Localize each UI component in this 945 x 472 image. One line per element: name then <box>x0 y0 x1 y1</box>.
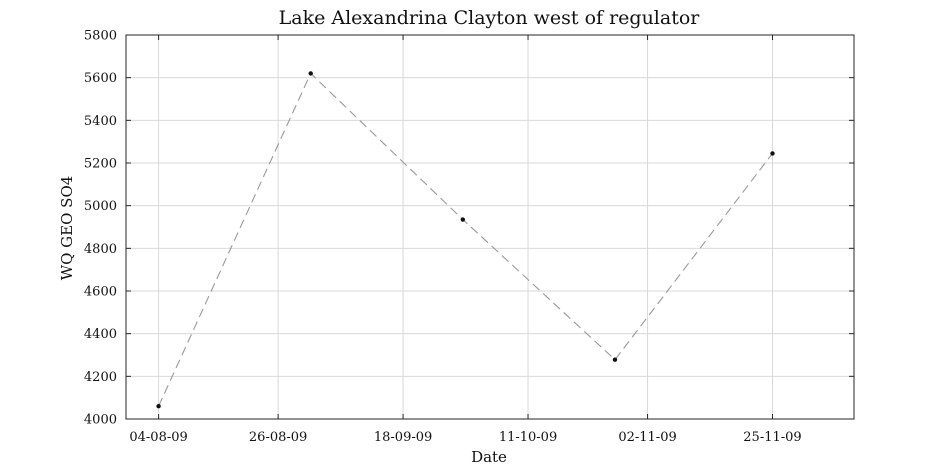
tick-labels: 4000 4200 4400 4600 4800 5000 5200 5400 5600 5800… <box>84 29 802 446</box>
x-tick-label: 25-11-09 <box>743 430 801 445</box>
y-tick-label: 5200 <box>84 157 117 172</box>
series-line <box>158 72 773 407</box>
y-tick-label: 4000 <box>84 413 117 428</box>
axis-ticks <box>126 34 854 420</box>
data-point <box>612 357 618 362</box>
plot-frame <box>125 34 855 420</box>
y-tick-label: 5800 <box>84 29 117 44</box>
y-tick-label: 4600 <box>84 285 117 300</box>
x-tick-label: 26-08-09 <box>249 430 307 445</box>
x-tick-label: 18-09-09 <box>374 430 432 445</box>
series <box>156 71 775 409</box>
y-tick-label: 4200 <box>84 370 117 385</box>
y-tick-label: 5600 <box>84 71 117 86</box>
y-tick-label: 4800 <box>84 242 117 257</box>
x-tick-label: 04-08-09 <box>129 430 187 445</box>
y-tick-label: 5400 <box>84 114 117 129</box>
y-tick-label: 5000 <box>84 199 117 214</box>
data-point <box>156 404 161 409</box>
x-tick-label: 11-10-09 <box>499 430 557 445</box>
chart-title: Lake Alexandrina Clayton west of regulat… <box>279 7 701 29</box>
data-point <box>308 71 313 76</box>
y-axis-label: WQ GEO SO4 <box>58 176 76 281</box>
y-tick-label: 4400 <box>84 327 117 342</box>
data-point <box>770 151 775 156</box>
x-tick-label: 02-11-09 <box>618 430 676 445</box>
grid-lines <box>126 34 854 420</box>
data-point <box>460 217 466 222</box>
x-axis-label: Date <box>471 448 507 466</box>
